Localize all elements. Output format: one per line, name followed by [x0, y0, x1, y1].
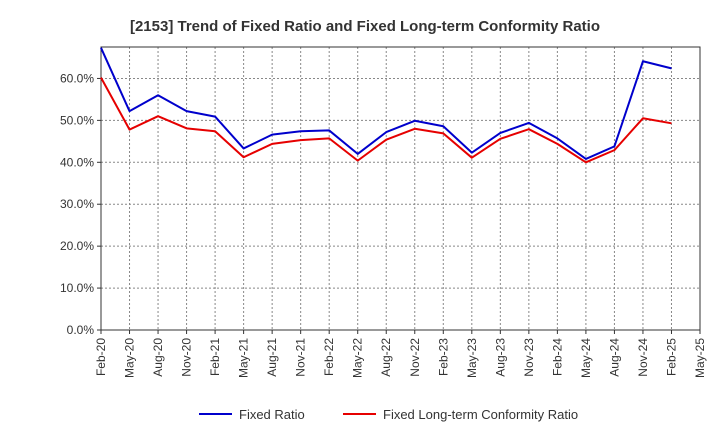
x-tick-label: May-22	[351, 338, 365, 378]
x-tick-label: May-23	[465, 338, 479, 378]
x-tick-label: Feb-23	[436, 338, 450, 376]
y-tick-label: 10.0%	[60, 281, 94, 295]
x-tick-label: Nov-24	[636, 338, 650, 377]
x-tick-label: Aug-23	[493, 338, 507, 377]
legend-label-1: Fixed Ratio	[239, 407, 305, 422]
x-tick-label: May-21	[237, 338, 251, 378]
grid	[101, 47, 700, 330]
series-lines	[100, 47, 672, 164]
plot-frame	[100, 46, 701, 331]
x-tick-label: May-24	[579, 338, 593, 378]
x-tick-label: Aug-24	[607, 338, 621, 377]
x-tick-label: May-20	[123, 338, 137, 378]
x-tick-label: Aug-22	[379, 338, 393, 377]
x-tick-label: Feb-21	[208, 338, 222, 376]
x-tick-label: Aug-20	[151, 338, 165, 377]
chart-title: [2153] Trend of Fixed Ratio and Fixed Lo…	[130, 18, 600, 35]
series-line-2	[100, 77, 672, 164]
y-axis-ticks: 0.0% 10.0% 20.0% 30.0% 40.0% 50.0% 60.0%	[60, 71, 101, 337]
y-tick-label: 40.0%	[60, 155, 94, 169]
x-tick-label: Nov-23	[522, 338, 536, 377]
y-tick-label: 60.0%	[60, 71, 94, 85]
y-tick-label: 30.0%	[60, 197, 94, 211]
x-tick-label: May-25	[693, 338, 707, 378]
series-line-1	[100, 47, 672, 160]
y-tick-label: 20.0%	[60, 239, 94, 253]
x-tick-label: Feb-20	[94, 338, 108, 376]
x-tick-label: Aug-21	[265, 338, 279, 377]
x-tick-label: Nov-20	[180, 338, 194, 377]
legend: Fixed Ratio Fixed Long-term Conformity Ra…	[199, 407, 578, 422]
x-tick-label: Feb-25	[664, 338, 678, 376]
x-tick-label: Nov-21	[294, 338, 308, 377]
x-tick-label: Feb-22	[322, 338, 336, 376]
legend-label-2: Fixed Long-term Conformity Ratio	[383, 407, 578, 422]
y-tick-label: 50.0%	[60, 113, 94, 127]
x-axis-ticks: Feb-20 May-20 Aug-20 Nov-20 Feb-21 May-21 Aug-…	[94, 330, 707, 378]
axes	[100, 46, 701, 331]
x-tick-label: Feb-24	[550, 338, 564, 376]
x-tick-label: Nov-22	[408, 338, 422, 377]
y-tick-label: 0.0%	[67, 323, 95, 337]
